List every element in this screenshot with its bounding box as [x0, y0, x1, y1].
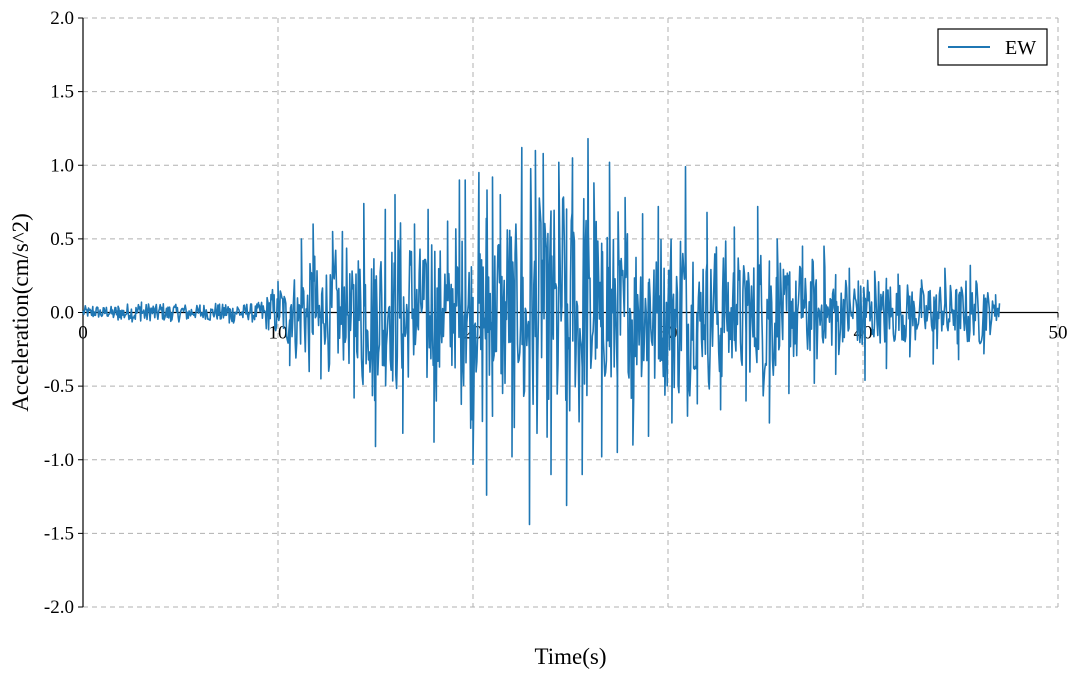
y-tick-label-8: 2.0: [50, 8, 74, 29]
x-axis-title: Time(s): [535, 644, 607, 669]
y-tick-label-3: -0.5: [44, 376, 74, 397]
y-tick-label-4: 0.0: [50, 303, 74, 324]
x-tick-label-5: 50: [1049, 323, 1068, 344]
legend-label-ew: EW: [1005, 37, 1036, 59]
y-tick-label-7: 1.5: [50, 82, 74, 103]
y-axis-title: Acceleration(cm/s^2): [8, 213, 33, 412]
y-tick-label-0: -2.0: [44, 597, 74, 618]
y-tick-label-5: 0.5: [50, 229, 74, 250]
y-tick-label-1: -1.5: [44, 523, 74, 544]
series-group: [82, 137, 1001, 526]
series-line-ew: [82, 137, 1001, 526]
y-tick-label-6: 1.0: [50, 155, 74, 176]
legend: EW: [937, 28, 1048, 66]
y-tick-label-2: -1.0: [44, 450, 74, 471]
x-tick-label-1: 10: [269, 323, 288, 344]
